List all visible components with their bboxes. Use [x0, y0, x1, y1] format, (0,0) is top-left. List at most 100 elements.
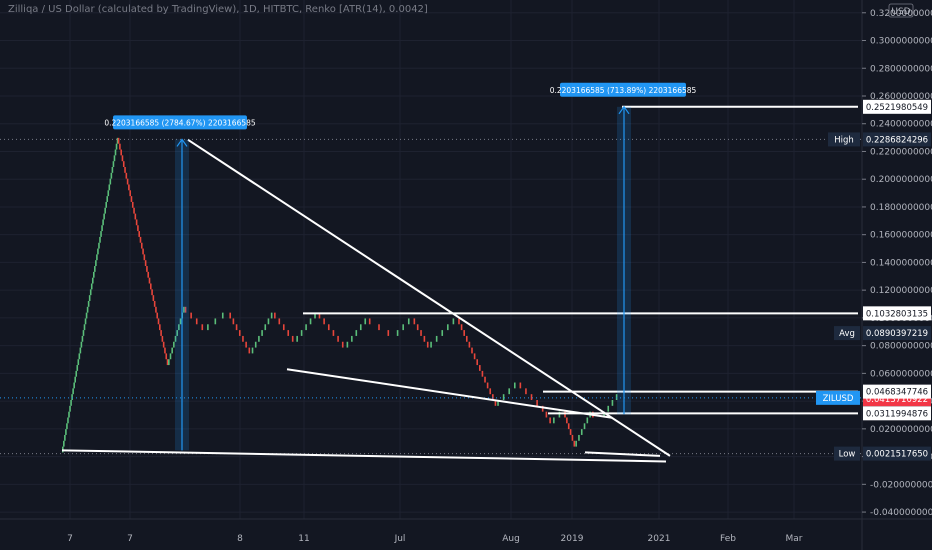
y-tick-label: 0.2000000000 — [870, 175, 932, 185]
renko-up-brick — [179, 318, 182, 325]
price-tag-value: 0.0413710922 — [866, 395, 928, 405]
renko-down-brick — [144, 260, 147, 267]
price-tag-prefix-bg — [834, 326, 860, 341]
level-tag-bg — [863, 306, 931, 321]
renko-up-brick — [502, 394, 505, 401]
renko-down-brick — [129, 190, 131, 197]
renko-up-brick — [359, 324, 362, 331]
renko-up-brick — [171, 347, 173, 354]
renko-down-brick — [139, 236, 142, 243]
measure-right-label: 0.2203166585 (713.89%) 2203166585 — [550, 86, 697, 95]
renko-up-brick — [81, 335, 84, 342]
renko-down-brick — [151, 289, 153, 296]
renko-up-brick — [441, 330, 444, 336]
price-tag-bg — [863, 446, 931, 461]
price-tag-prefix-bg — [828, 132, 860, 147]
renko-up-brick — [75, 370, 78, 377]
renko-down-brick — [134, 213, 137, 220]
x-tick-label: Feb — [720, 534, 736, 544]
renko-up-brick — [106, 196, 109, 202]
renko-down-brick — [149, 283, 152, 290]
renko-up-brick — [314, 312, 316, 319]
renko-down-brick — [140, 242, 143, 249]
renko-down-brick — [318, 312, 321, 319]
price-tags: High 0.2286824296 Avg 0.0890397219 ZILUSD 0.0… — [816, 99, 931, 461]
renko-up-brick — [207, 324, 209, 331]
renko-up-brick — [513, 382, 516, 389]
renko-up-brick — [407, 318, 410, 325]
renko-up-brick — [586, 417, 589, 424]
renko-down-brick — [494, 400, 497, 406]
price-tag-prefix: Low — [839, 450, 856, 460]
renko-down-brick — [120, 149, 122, 156]
renko-up-brick — [110, 172, 113, 179]
renko-up-brick — [105, 201, 107, 208]
renko-up-brick — [607, 405, 610, 412]
x-tick-label: 7 — [127, 534, 133, 544]
renko-up-brick — [254, 341, 257, 348]
renko-up-brick — [71, 394, 73, 401]
renko-up-brick — [93, 271, 95, 278]
renko-down-brick — [471, 347, 473, 354]
x-tick-label: 8 — [237, 534, 243, 544]
renko-down-brick — [133, 207, 135, 214]
renko-down-brick — [164, 347, 166, 354]
price-tag-value: 0.0890397219 — [866, 329, 928, 339]
renko-down-brick — [161, 335, 164, 342]
renko-up-brick — [176, 330, 178, 336]
renko-up-brick — [69, 405, 71, 412]
renko-up-brick — [78, 353, 81, 360]
renko-up-brick — [267, 318, 270, 325]
x-tick-label: Mar — [786, 534, 803, 544]
level-tag-value: 0.1032803135 — [866, 309, 928, 319]
currency-badge-box — [888, 3, 914, 18]
renko-down-brick — [337, 335, 339, 342]
renko-up-brick — [174, 335, 177, 342]
x-axis[interactable]: 7 7 8 11 Jul Aug 2019 2021 Feb Mar — [67, 534, 803, 544]
measure-left-arrowhead — [176, 138, 188, 147]
renko-up-brick — [102, 219, 104, 226]
renko-up-brick — [258, 335, 260, 342]
y-axis[interactable]: 0.3200000000 0.3000000000 0.2800000000 0.26… — [862, 3, 932, 518]
renko-down-brick — [135, 219, 138, 226]
renko-bricks — [62, 137, 618, 453]
renko-down-brick — [184, 306, 187, 313]
renko-down-brick — [152, 295, 155, 301]
renko-down-brick — [571, 434, 574, 441]
renko-up-brick — [603, 411, 605, 418]
y-tick-label: 0.1800000000 — [870, 203, 932, 213]
renko-down-brick — [128, 184, 130, 191]
renko-down-brick — [378, 324, 380, 331]
x-tick-label: 11 — [298, 534, 309, 544]
x-tick-label: Jul — [394, 534, 406, 544]
renko-down-brick — [476, 359, 479, 366]
price-tag-prefix-bg — [816, 390, 860, 405]
renko-up-brick — [89, 289, 92, 296]
level-tag-value: 0.0468347746 — [866, 388, 928, 398]
renko-down-brick — [416, 324, 419, 331]
renko-up-brick — [447, 324, 449, 331]
renko-up-brick — [575, 440, 577, 447]
renko-down-brick — [479, 365, 481, 371]
renko-down-brick — [549, 417, 551, 424]
renko-down-brick — [468, 341, 471, 348]
renko-up-brick — [402, 324, 404, 331]
renko-up-brick — [611, 400, 614, 406]
price-tag-prefix: Avg — [839, 329, 855, 339]
renko-down-brick — [566, 417, 568, 424]
renko-down-brick — [245, 341, 247, 348]
renko-up-brick — [553, 417, 555, 424]
renko-up-brick — [85, 312, 88, 319]
renko-up-brick — [86, 306, 89, 313]
renko-down-brick — [195, 318, 198, 325]
y-tick-label: 0.0200000000 — [870, 425, 932, 435]
renko-up-brick — [107, 190, 110, 197]
renko-up-brick — [580, 429, 583, 435]
y-tick-label: 0.1400000000 — [870, 258, 932, 268]
level-tag-bg — [863, 99, 931, 114]
renko-up-brick — [396, 330, 399, 336]
chart-title: Zilliqa / US Dollar (calculated by Tradi… — [8, 4, 428, 15]
renko-down-brick — [166, 359, 169, 366]
renko-up-brick — [95, 260, 97, 267]
